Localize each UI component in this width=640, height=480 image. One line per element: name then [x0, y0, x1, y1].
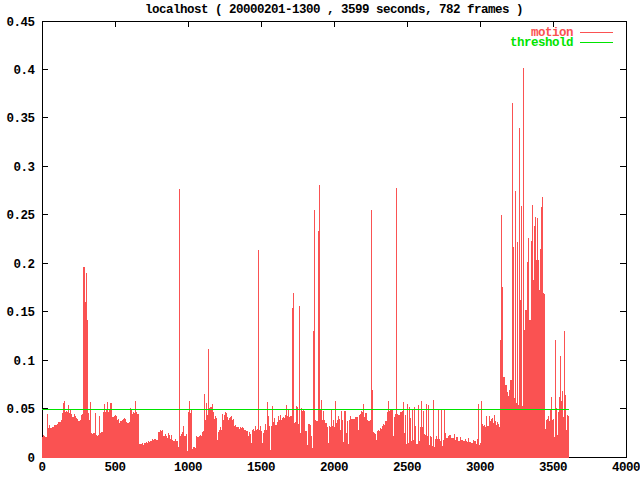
svg-text:0.35: 0.35	[6, 112, 34, 126]
svg-text:0: 0	[38, 461, 45, 475]
svg-text:0.25: 0.25	[6, 209, 34, 223]
svg-text:threshold: threshold	[510, 36, 573, 50]
svg-text:1000: 1000	[174, 461, 202, 475]
svg-text:0.05: 0.05	[6, 403, 34, 417]
svg-text:0.3: 0.3	[13, 161, 34, 175]
svg-text:0: 0	[27, 452, 34, 466]
svg-text:0.15: 0.15	[6, 306, 34, 320]
svg-text:1500: 1500	[247, 461, 275, 475]
svg-text:0.4: 0.4	[13, 64, 35, 78]
svg-text:2500: 2500	[393, 461, 421, 475]
svg-text:3000: 3000	[466, 461, 494, 475]
svg-text:0.2: 0.2	[13, 258, 34, 272]
svg-text:2000: 2000	[320, 461, 348, 475]
svg-text:0.45: 0.45	[6, 16, 34, 30]
svg-text:localhost ( 20000201-1300 , 35: localhost ( 20000201-1300 , 3599 seconds…	[145, 3, 523, 17]
svg-text:500: 500	[104, 461, 125, 475]
svg-text:4000: 4000	[612, 461, 640, 475]
svg-text:3500: 3500	[539, 461, 567, 475]
svg-text:0.1: 0.1	[13, 355, 34, 369]
